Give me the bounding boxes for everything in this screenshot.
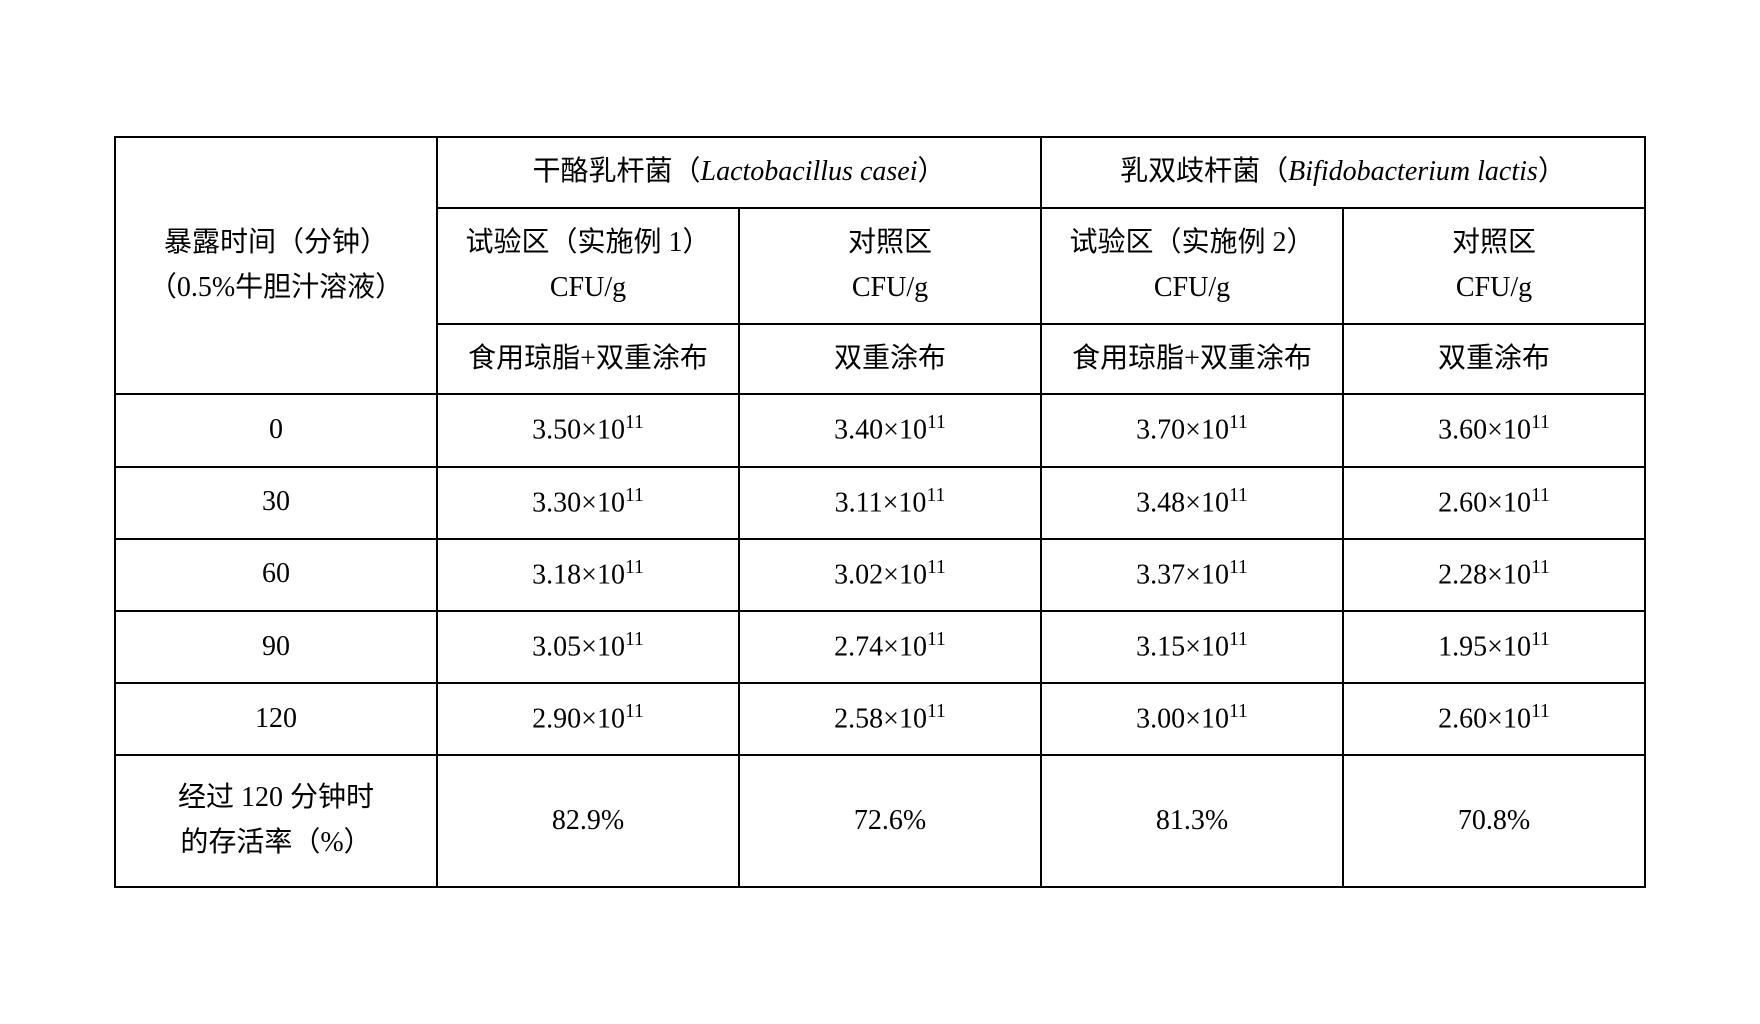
value-cell: 3.37×1011	[1041, 539, 1343, 611]
table-row: 90 3.05×1011 2.74×1011 3.15×1011 1.95×10…	[115, 611, 1645, 683]
value-cell: 3.40×1011	[739, 394, 1041, 466]
value-cell: 3.70×1011	[1041, 394, 1343, 466]
value-cell: 3.02×1011	[739, 539, 1041, 611]
method-cell-3: 食用琼脂+双重涂布	[1041, 324, 1343, 395]
value-cell: 3.48×1011	[1041, 467, 1343, 539]
group2-header: 乳双歧杆菌（Bifidobacterium lactis）	[1041, 137, 1645, 208]
value-cell: 3.00×1011	[1041, 683, 1343, 755]
time-cell: 60	[115, 539, 437, 611]
sub-header-exp2: 试验区（实施例 2） CFU/g	[1041, 208, 1343, 324]
method-cell-2: 双重涂布	[739, 324, 1041, 395]
group1-header: 干酪乳杆菌（Lactobacillus casei）	[437, 137, 1041, 208]
value-cell: 2.58×1011	[739, 683, 1041, 755]
value-cell: 3.15×1011	[1041, 611, 1343, 683]
value-cell: 3.50×1011	[437, 394, 739, 466]
sub-header-exp1: 试验区（实施例 1） CFU/g	[437, 208, 739, 324]
time-cell: 90	[115, 611, 437, 683]
table-row: 120 2.90×1011 2.58×1011 3.00×1011 2.60×1…	[115, 683, 1645, 755]
value-cell: 2.90×1011	[437, 683, 739, 755]
survival-label: 经过 120 分钟时 的存活率（%）	[115, 755, 437, 887]
table-row: 0 3.50×1011 3.40×1011 3.70×1011 3.60×101…	[115, 394, 1645, 466]
method-cell-4: 双重涂布	[1343, 324, 1645, 395]
header-line2: （0.5%牛胆汁溶液）	[149, 272, 403, 303]
survival-value: 70.8%	[1343, 755, 1645, 887]
value-cell: 3.11×1011	[739, 467, 1041, 539]
exposure-time-header: 暴露时间（分钟） （0.5%牛胆汁溶液）	[115, 137, 437, 394]
table-row: 30 3.30×1011 3.11×1011 3.48×1011 2.60×10…	[115, 467, 1645, 539]
survival-value: 82.9%	[437, 755, 739, 887]
sub-header-ctrl1: 对照区 CFU/g	[739, 208, 1041, 324]
survival-value: 81.3%	[1041, 755, 1343, 887]
time-cell: 120	[115, 683, 437, 755]
method-cell-1: 食用琼脂+双重涂布	[437, 324, 739, 395]
header-line1: 暴露时间（分钟）	[164, 227, 388, 258]
table-row: 60 3.18×1011 3.02×1011 3.37×1011 2.28×10…	[115, 539, 1645, 611]
survival-value: 72.6%	[739, 755, 1041, 887]
time-cell: 0	[115, 394, 437, 466]
value-cell: 3.18×1011	[437, 539, 739, 611]
value-cell: 2.60×1011	[1343, 467, 1645, 539]
value-cell: 2.28×1011	[1343, 539, 1645, 611]
sub-header-ctrl2: 对照区 CFU/g	[1343, 208, 1645, 324]
value-cell: 3.30×1011	[437, 467, 739, 539]
value-cell: 2.60×1011	[1343, 683, 1645, 755]
survival-rate-row: 经过 120 分钟时 的存活率（%） 82.9% 72.6% 81.3% 70.…	[115, 755, 1645, 887]
value-cell: 3.05×1011	[437, 611, 739, 683]
data-table: 暴露时间（分钟） （0.5%牛胆汁溶液） 干酪乳杆菌（Lactobacillus…	[114, 136, 1646, 887]
value-cell: 2.74×1011	[739, 611, 1041, 683]
value-cell: 1.95×1011	[1343, 611, 1645, 683]
time-cell: 30	[115, 467, 437, 539]
value-cell: 3.60×1011	[1343, 394, 1645, 466]
